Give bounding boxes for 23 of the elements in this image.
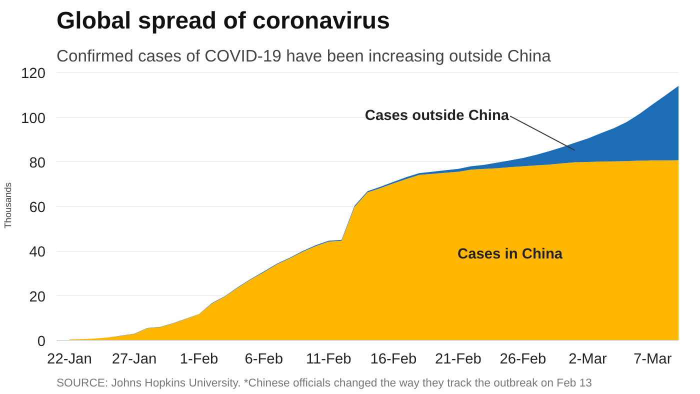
- y-tick-label: 120: [21, 66, 46, 82]
- text: Cases outside China: [364, 108, 510, 124]
- y-tick-label: 80: [29, 155, 46, 172]
- x-tick-label: 26-Feb: [500, 352, 546, 368]
- y-tick-label: 100: [21, 110, 46, 127]
- y-tick-label: 20: [29, 289, 46, 306]
- y-axis-title: Thousands: [3, 182, 14, 229]
- x-tick-label: 11-Feb: [306, 352, 352, 368]
- series-label: Cases in China: [458, 246, 564, 262]
- chart-subtitle: Confirmed cases of COVID-19 have been increasing outside China: [56, 46, 552, 66]
- source-note: SOURCE: Johns Hopkins University. *Chinese officials changed the way they track the outbreak on Feb 13: [56, 378, 592, 390]
- x-tick-label: 6-Feb: [244, 352, 283, 368]
- x-tick-label: 22-Jan: [47, 352, 92, 368]
- x-tick-label: 7-Mar: [633, 352, 672, 368]
- x-tick-label: 21-Feb: [434, 352, 482, 368]
- x-tick-label: 2-Mar: [568, 352, 608, 368]
- chart-title: Global spread of coronavirus: [56, 8, 390, 34]
- x-tick-label: 1-Feb: [180, 352, 218, 368]
- x-tick-label: 27-Jan: [112, 352, 157, 368]
- y-tick-label: 0: [37, 334, 46, 350]
- y-tick-label: 40: [29, 244, 46, 261]
- y-tick-label: 60: [29, 200, 46, 216]
- x-tick-label: 16-Feb: [370, 352, 417, 368]
